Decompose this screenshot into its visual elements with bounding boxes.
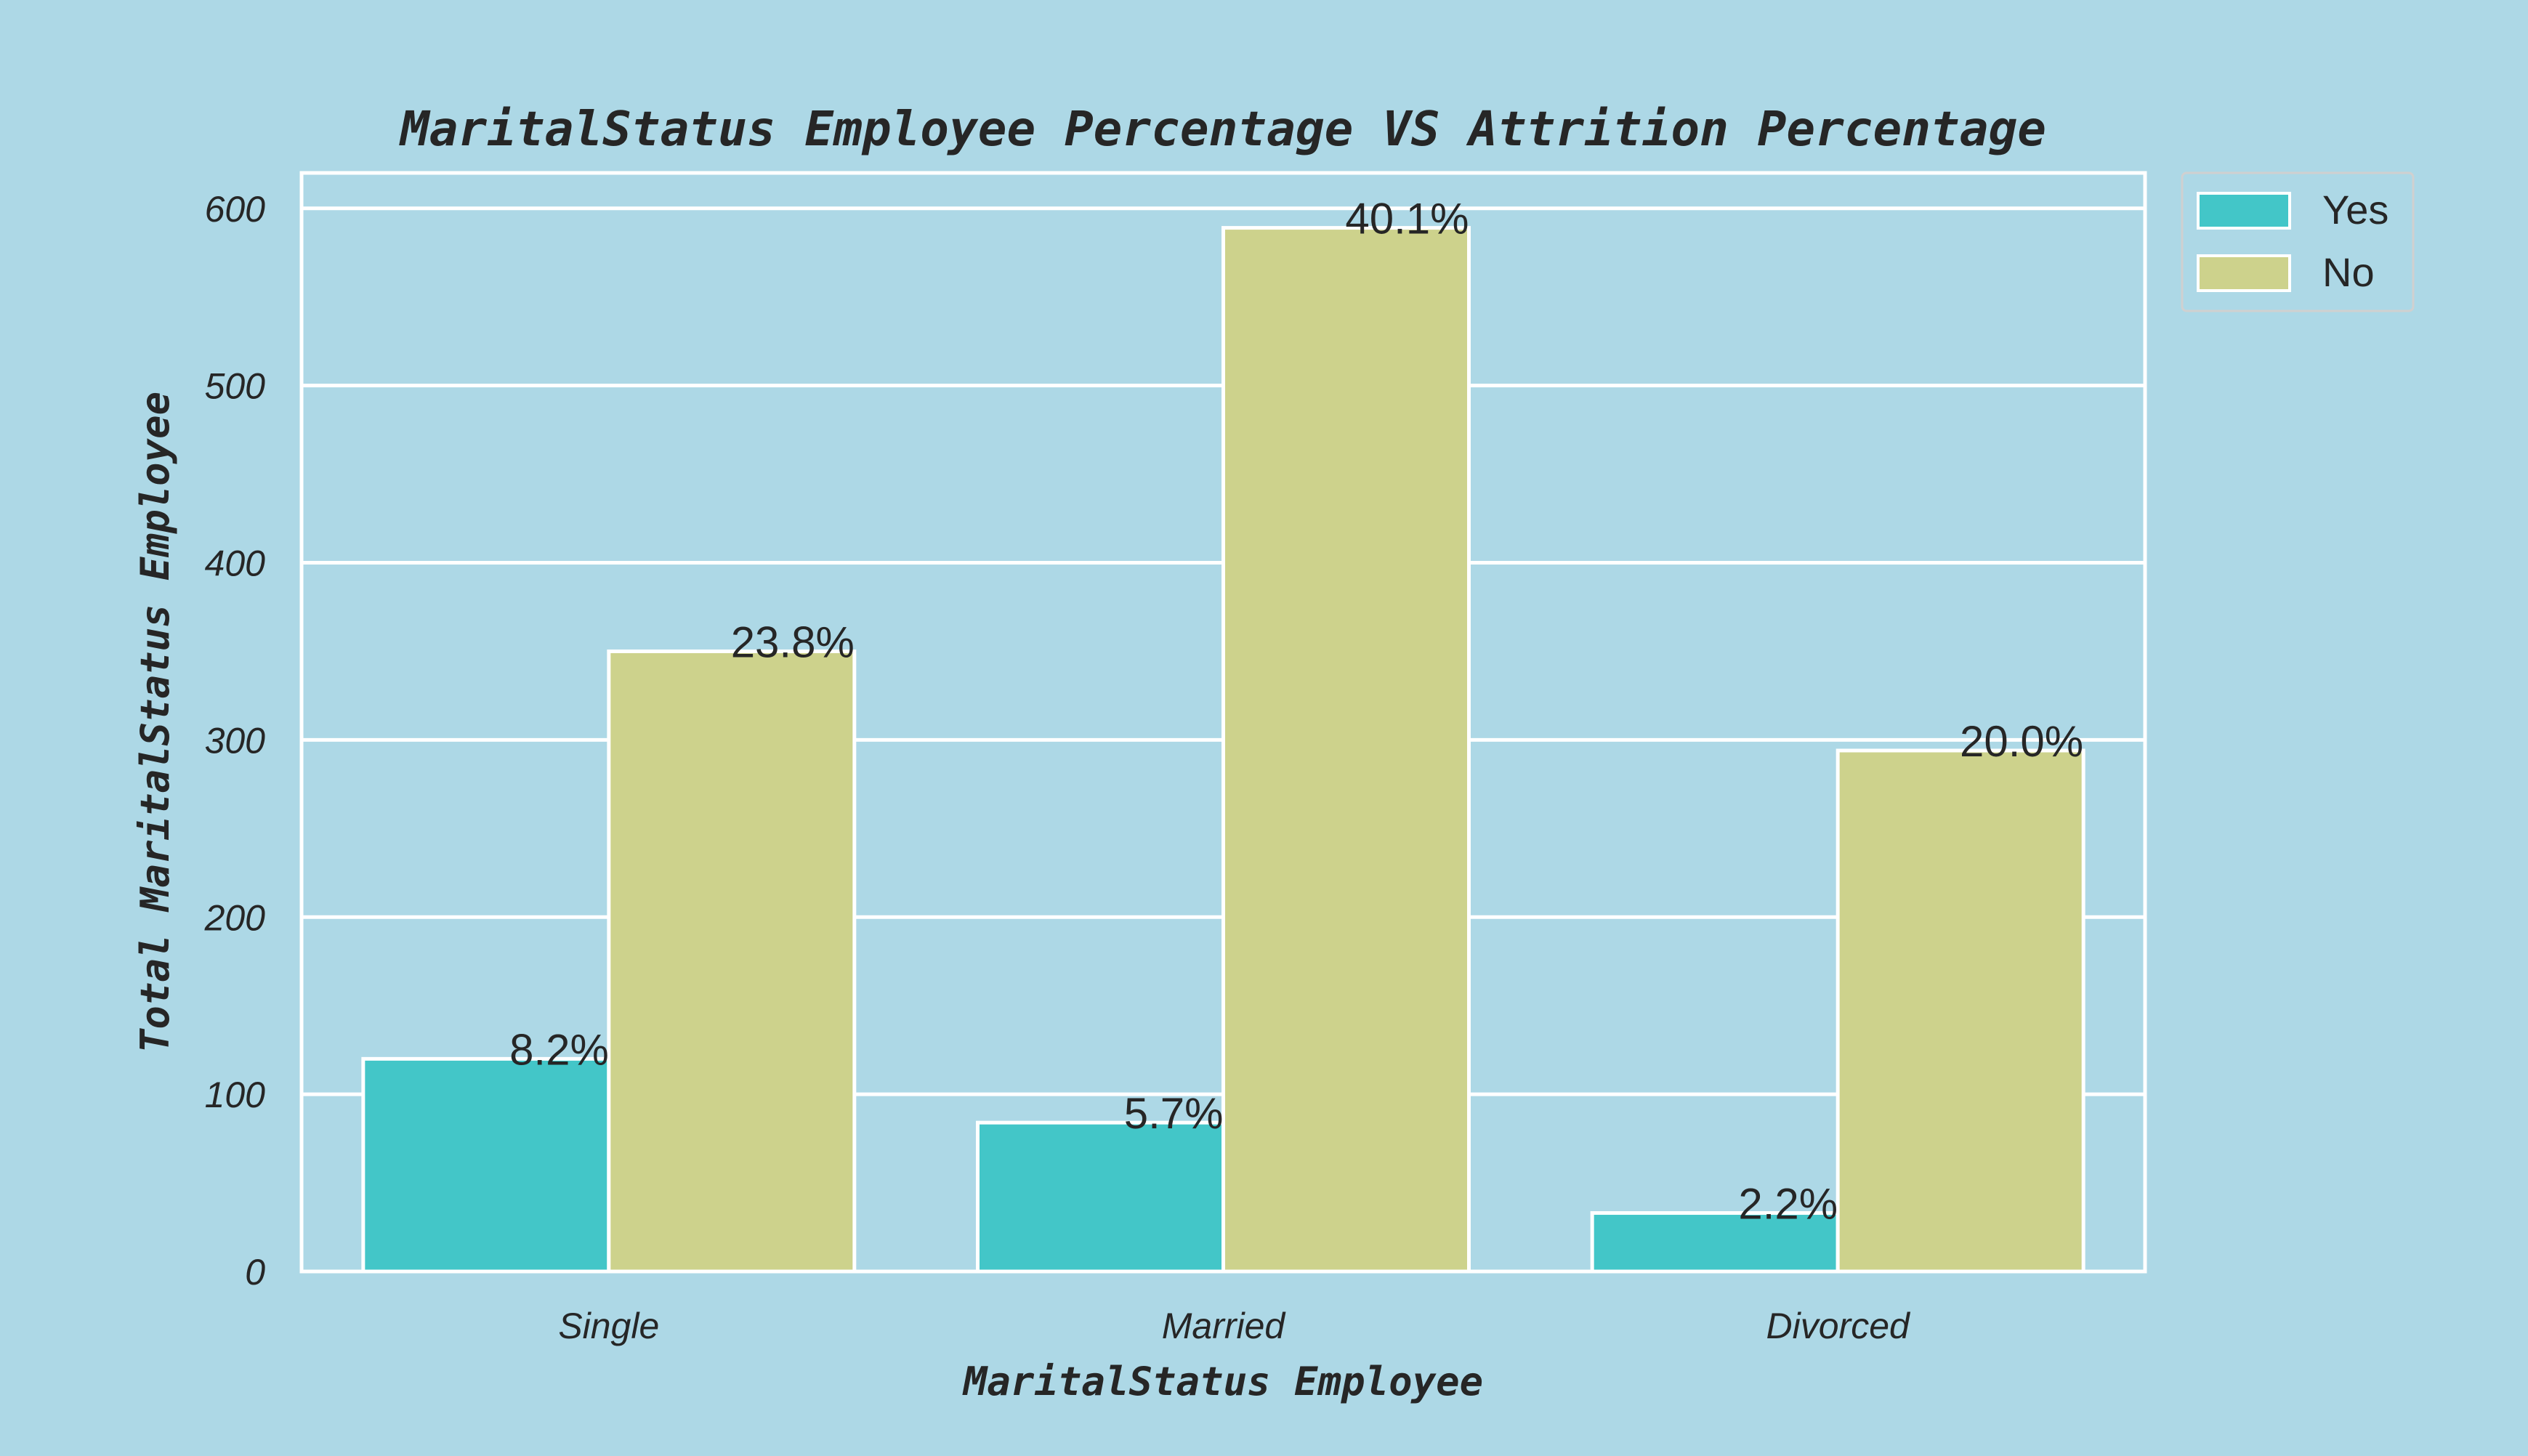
x-tick-label: Married [1162,1306,1287,1346]
bar-value-label: 5.7% [1124,1089,1224,1138]
bar-value-label: 20.0% [1960,717,2083,766]
bar-yes-single [361,1056,611,1274]
y-tick-label: 100 [205,1075,266,1115]
legend: Yes No [2181,171,2415,312]
bars [361,226,2085,1274]
bar-no-divorced [1836,748,2085,1274]
x-tick-label: Single [558,1306,659,1346]
legend-swatch-no [2197,254,2291,292]
bar-value-label: 23.8% [731,618,855,666]
x-tick-label: Divorced [1766,1306,1911,1346]
bar-no-single [607,649,857,1274]
x-axis-label: MaritalStatus Employee [962,1359,1483,1404]
y-tick-label: 200 [204,897,266,938]
bar-yes-married [976,1120,1225,1274]
bar-value-label: 40.1% [1345,195,1469,243]
y-tick-label: 300 [205,720,266,761]
y-axis-label: Total MaritalStatus Employee [132,392,178,1053]
y-tick-label: 0 [245,1252,265,1293]
legend-label-yes: Yes [2322,187,2388,232]
legend-swatch-yes [2197,192,2291,230]
y-tick-label: 500 [205,366,266,407]
bar-labels: 8.2% 23.8% 5.7% 40.1% 2.2% 20.0% [509,195,2083,1229]
ticks: 0 100 200 300 400 500 600 Single Married Divorced [204,189,1911,1346]
plot-frame [299,171,2147,1274]
bar-value-label: 2.2% [1738,1180,1838,1229]
chart-title: MaritalStatus Employee Percentage VS Att… [399,101,2046,157]
legend-label-no: No [2322,249,2375,295]
bar-value-label: 8.2% [509,1025,609,1074]
y-tick-label: 600 [205,189,266,230]
bar-no-married [1221,226,1471,1274]
y-tick-label: 400 [205,543,266,584]
